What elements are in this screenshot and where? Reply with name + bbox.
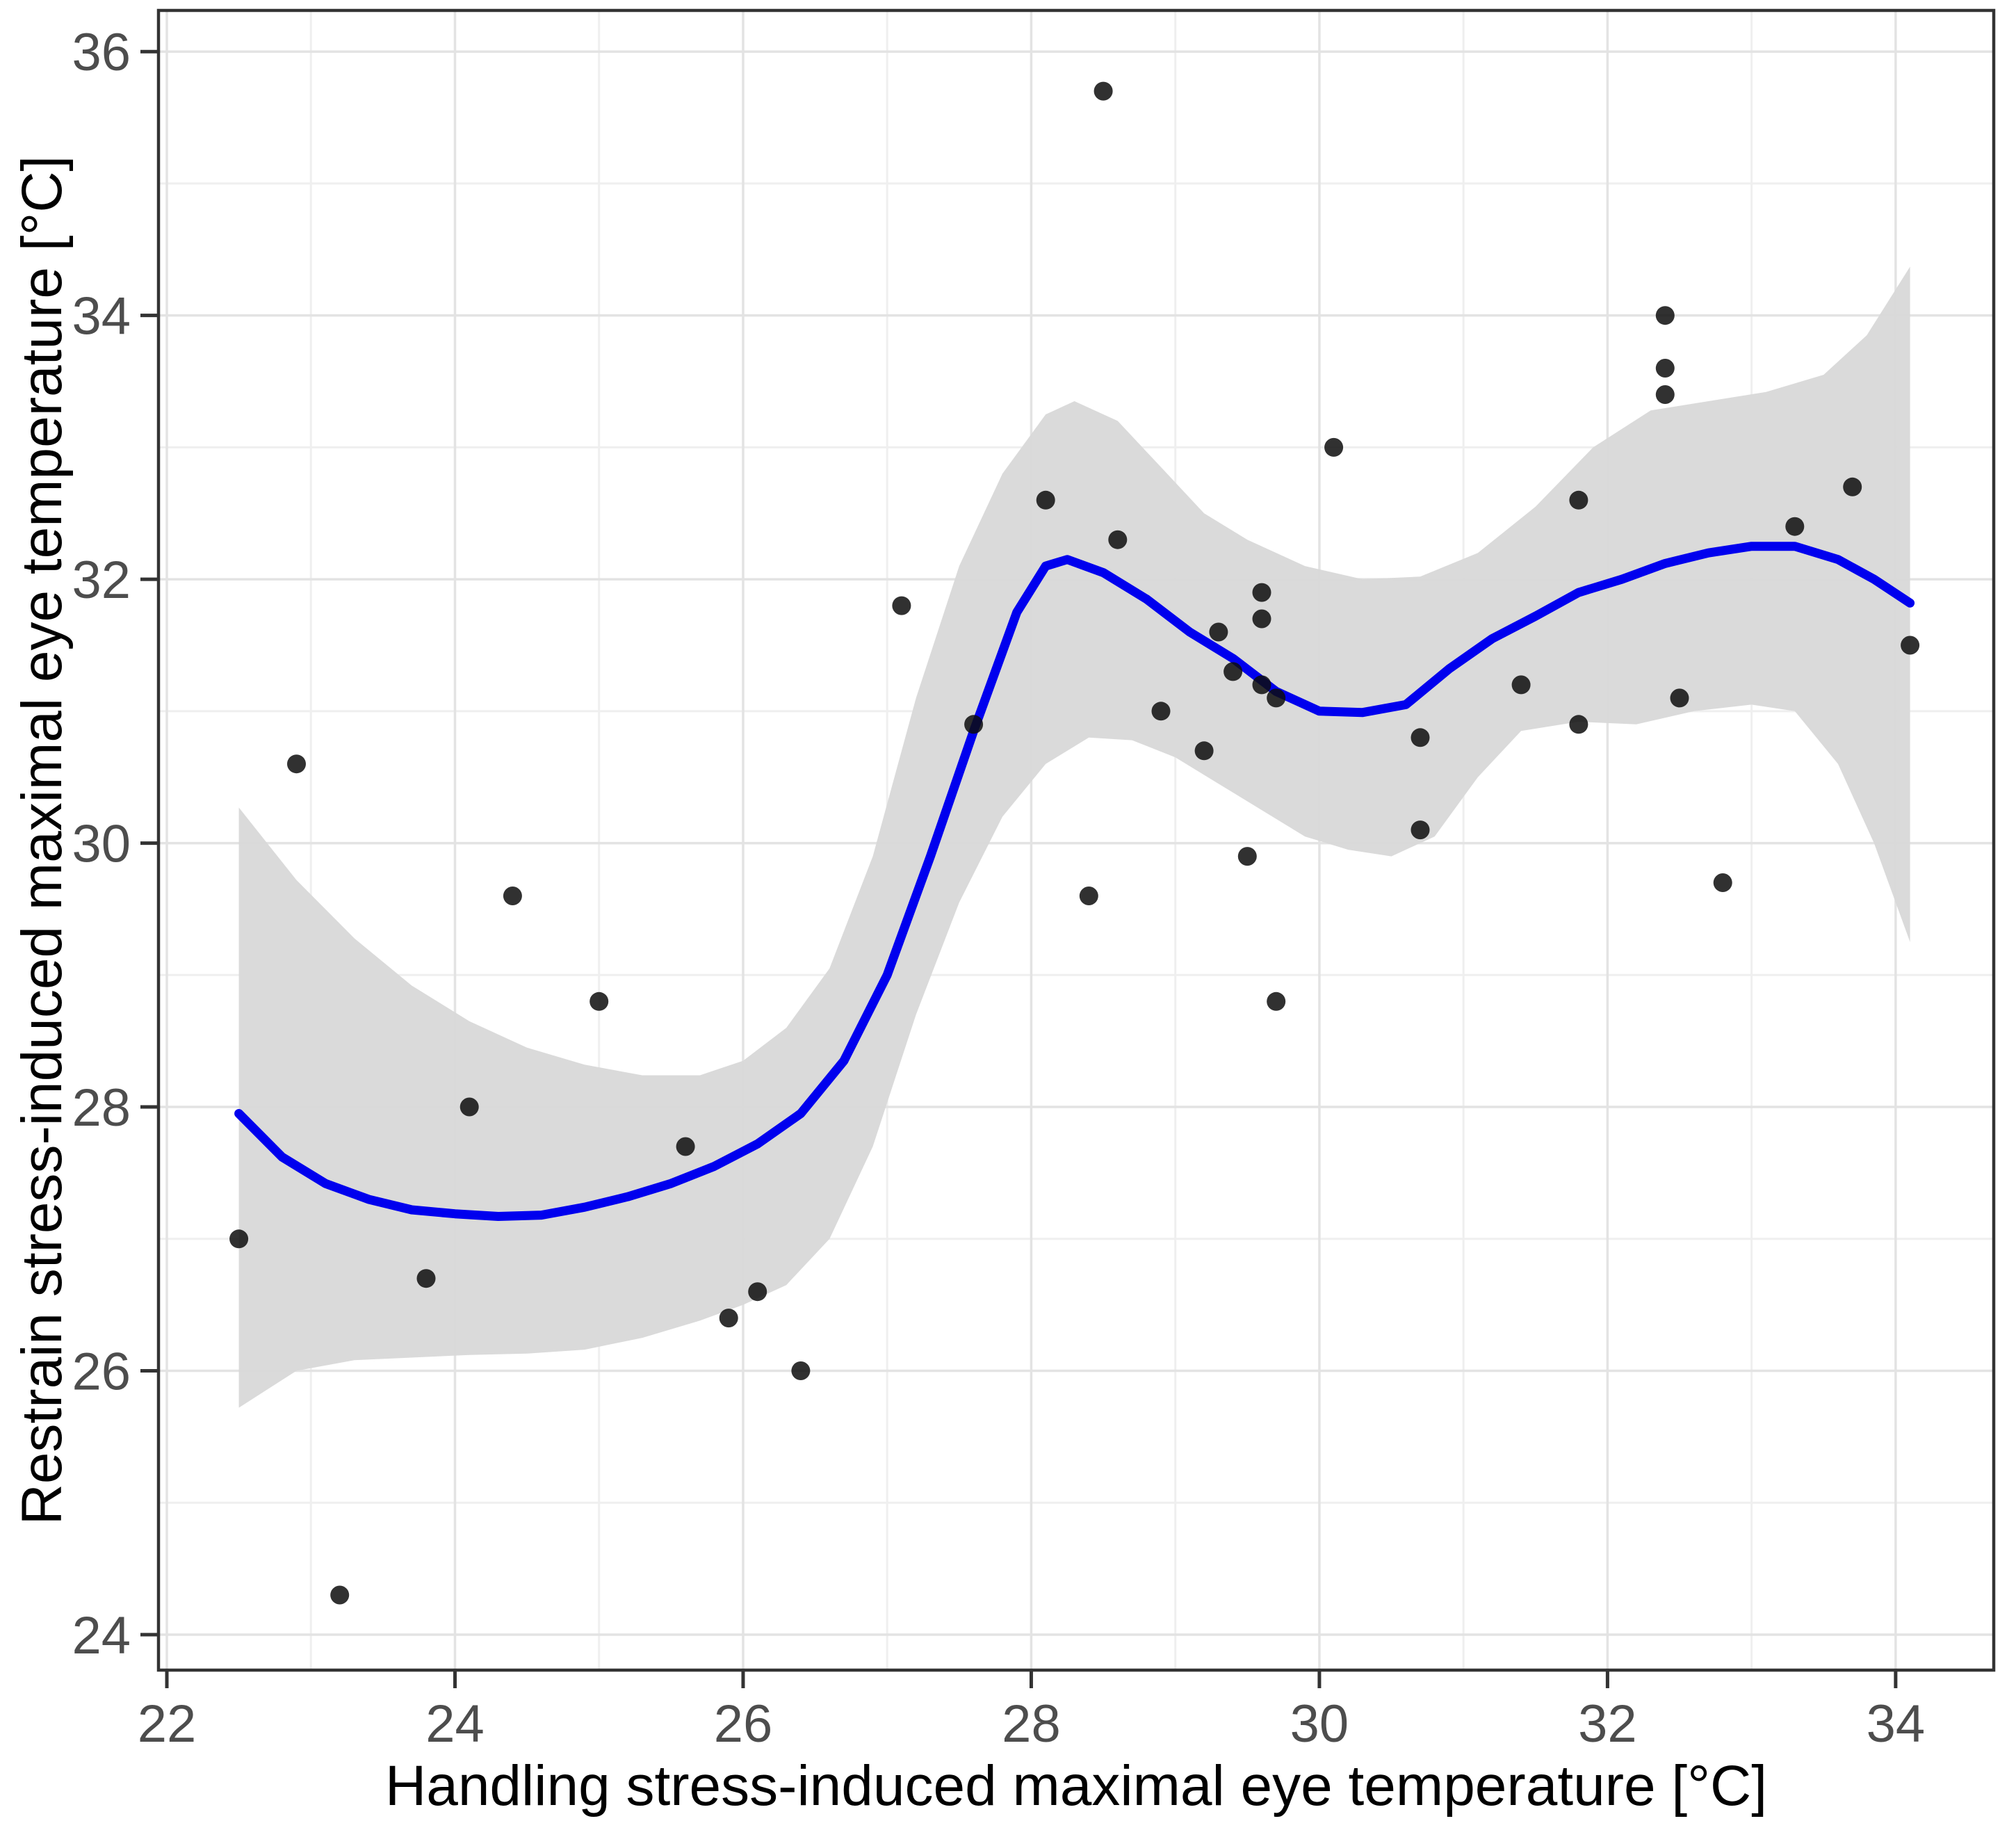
data-point (287, 754, 306, 774)
data-point (1252, 675, 1271, 695)
y-tick-label: 36 (72, 23, 131, 82)
data-point (1569, 715, 1588, 734)
data-point (1267, 688, 1286, 708)
data-point (1713, 873, 1732, 892)
data-point (748, 1282, 767, 1302)
smooth-curve (234, 542, 1915, 1221)
y-tick-label: 32 (72, 551, 131, 610)
x-tick-label: 34 (1867, 1694, 1926, 1754)
confidence-ribbon (238, 266, 1910, 1408)
y-axis-title: Restrain stress-induced maximal eye temp… (10, 156, 74, 1525)
data-point (964, 715, 984, 734)
data-point (1252, 583, 1271, 602)
data-point (719, 1309, 738, 1328)
data-point (1411, 728, 1430, 747)
smooth-line (234, 542, 1915, 1221)
data-point (1209, 622, 1228, 642)
grid-major (158, 10, 1994, 1670)
data-point (1094, 81, 1113, 101)
x-tick-label: 30 (1290, 1694, 1349, 1754)
x-tick-label: 26 (714, 1694, 773, 1754)
data-point (330, 1585, 350, 1605)
confidence-band (238, 266, 1910, 1408)
data-point (1252, 609, 1271, 629)
data-point (1324, 437, 1344, 457)
y-tick-label: 34 (72, 287, 131, 346)
x-tick-label: 32 (1578, 1694, 1637, 1754)
panel-outline (156, 8, 1996, 1672)
data-point (590, 992, 609, 1011)
data-point (676, 1137, 695, 1156)
x-axis-title: Handling stress-induced maximal eye temp… (385, 1754, 1767, 1818)
y-axis: 24 26 28 30 32 34 36 (72, 23, 158, 1665)
y-tick-label: 28 (72, 1078, 131, 1138)
data-point (1901, 636, 1920, 655)
data-point (1411, 820, 1430, 840)
data-point (1655, 385, 1675, 404)
data-point (1237, 847, 1257, 866)
data-point (460, 1097, 479, 1117)
y-tick-label: 30 (72, 815, 131, 874)
data-point (1670, 688, 1689, 708)
data-point (1267, 992, 1286, 1011)
panel-border (156, 8, 1996, 1672)
data-point (229, 1229, 249, 1249)
data-point (1655, 306, 1675, 325)
data-point (1036, 490, 1055, 510)
data-point (892, 596, 911, 615)
x-tick-label: 24 (425, 1694, 485, 1754)
data-points (229, 81, 1920, 1605)
data-point (1194, 741, 1214, 761)
data-point (1843, 477, 1862, 496)
data-point (416, 1269, 436, 1288)
grid-minor (158, 10, 1994, 1670)
data-point (1151, 702, 1171, 721)
data-point (1224, 662, 1243, 681)
data-point (1569, 490, 1588, 510)
data-point (1655, 359, 1675, 378)
data-point (1785, 517, 1805, 536)
x-tick-label: 28 (1002, 1694, 1061, 1754)
x-tick-label: 22 (138, 1694, 197, 1754)
data-point (791, 1361, 811, 1380)
y-tick-label: 24 (72, 1606, 131, 1665)
x-axis: 22 24 26 28 30 32 34 (138, 1670, 1925, 1754)
y-tick-label: 26 (72, 1343, 131, 1402)
data-point (1108, 530, 1128, 549)
data-point (1079, 887, 1098, 905)
data-point (503, 887, 522, 905)
data-point (1511, 675, 1531, 695)
